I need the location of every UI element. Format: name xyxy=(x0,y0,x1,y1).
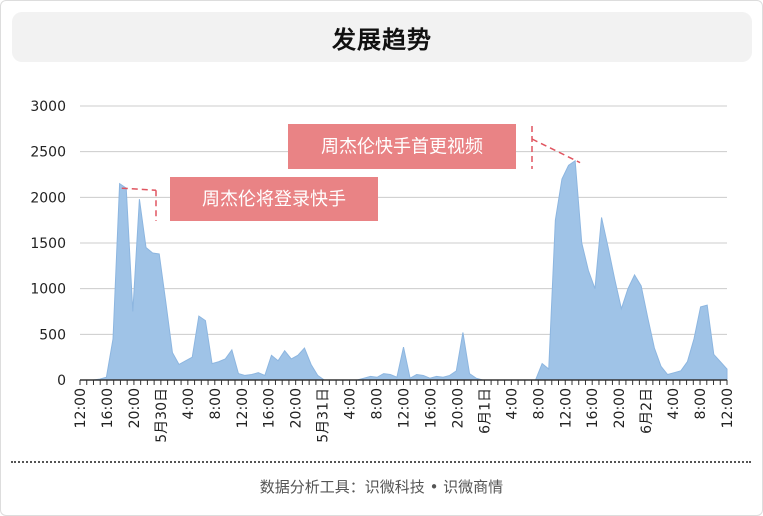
y-tick-label: 500 xyxy=(39,327,66,343)
x-tick-label: 20:00 xyxy=(450,388,466,428)
x-tick-label: 16:00 xyxy=(262,388,278,428)
y-tick-label: 2000 xyxy=(30,190,66,206)
chart-title: 发展趋势 xyxy=(332,25,432,54)
x-tick-label: 20:00 xyxy=(612,388,628,428)
x-tick-label: 16:00 xyxy=(585,388,601,428)
annotation-box xyxy=(288,124,516,169)
x-tick-label: 4:00 xyxy=(343,388,359,419)
x-tick-label: 5月31日 xyxy=(316,388,332,443)
x-tick-label: 8:00 xyxy=(531,388,547,419)
y-tick-label: 0 xyxy=(57,373,66,389)
x-tick-label: 8:00 xyxy=(208,388,224,419)
x-tick-label: 6月2日 xyxy=(639,388,655,434)
x-tick-label: 16:00 xyxy=(423,388,439,428)
x-tick-label: 12:00 xyxy=(720,388,736,428)
x-tick-label: 20:00 xyxy=(127,388,143,428)
annotation-label: 周杰伦将登录快手 xyxy=(202,189,346,210)
x-tick-label: 4:00 xyxy=(181,388,197,419)
x-tick-label: 4:00 xyxy=(666,388,682,419)
y-tick-label: 1500 xyxy=(30,236,66,252)
x-tick-label: 8:00 xyxy=(370,388,386,419)
x-tick-label: 8:00 xyxy=(693,388,709,419)
annotation-label: 周杰伦快手首更视频 xyxy=(321,137,483,158)
title-bar: 发展趋势 xyxy=(12,12,752,62)
y-tick-label: 3000 xyxy=(30,99,66,115)
x-tick-label: 16:00 xyxy=(100,388,116,428)
y-tick-label: 2500 xyxy=(30,145,66,161)
x-tick-label: 4:00 xyxy=(504,388,520,419)
x-tick-label: 12:00 xyxy=(397,388,413,428)
y-tick-label: 1000 xyxy=(30,282,66,298)
annotation-box xyxy=(170,177,378,221)
annotation-leader xyxy=(121,187,157,191)
x-tick-label: 12:00 xyxy=(73,388,89,428)
footer-divider xyxy=(11,461,751,463)
x-tick-label: 6月1日 xyxy=(477,388,493,434)
x-tick-label: 20:00 xyxy=(289,388,305,428)
x-tick-label: 12:00 xyxy=(558,388,574,428)
x-tick-label: 5月30日 xyxy=(154,388,170,443)
x-tick-label: 12:00 xyxy=(235,388,251,428)
annotation-leader xyxy=(531,138,581,164)
series-area xyxy=(80,159,728,381)
footer-source: 数据分析工具：识微科技 • 识微商情 xyxy=(259,478,504,496)
